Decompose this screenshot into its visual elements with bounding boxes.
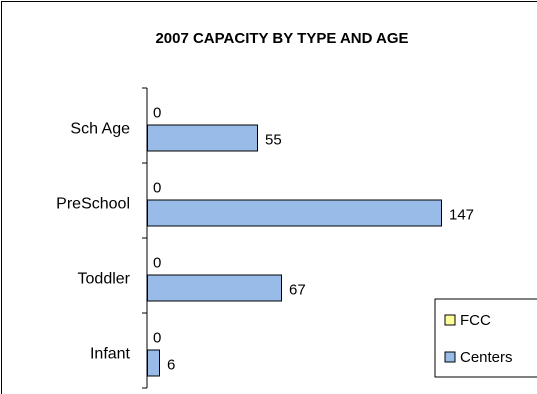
data-label-fcc: 0 bbox=[153, 180, 161, 197]
category-label: Toddler bbox=[78, 271, 131, 288]
legend-label-centers: Centers bbox=[460, 349, 513, 366]
category-label: Sch Age bbox=[70, 121, 130, 138]
category-label: PreSchool bbox=[56, 196, 130, 213]
data-label-fcc: 0 bbox=[153, 105, 161, 122]
legend-label-fcc: FCC bbox=[460, 312, 491, 329]
data-label-centers: 67 bbox=[289, 282, 306, 299]
bar-centers bbox=[148, 125, 258, 151]
data-label-centers: 147 bbox=[449, 207, 474, 224]
chart-title: 2007 CAPACITY BY TYPE AND AGE bbox=[155, 30, 408, 47]
legend: FCC Centers bbox=[435, 299, 537, 377]
legend-swatch-centers bbox=[445, 352, 455, 362]
bar-centers bbox=[148, 350, 160, 376]
data-label-fcc: 0 bbox=[153, 255, 161, 272]
data-label-centers: 6 bbox=[167, 357, 175, 374]
category-label: Infant bbox=[90, 346, 131, 363]
data-label-fcc: 0 bbox=[153, 330, 161, 347]
data-label-centers: 55 bbox=[265, 132, 282, 149]
legend-swatch-fcc bbox=[445, 315, 455, 325]
bar-centers bbox=[148, 275, 282, 301]
bar-centers bbox=[148, 200, 442, 226]
